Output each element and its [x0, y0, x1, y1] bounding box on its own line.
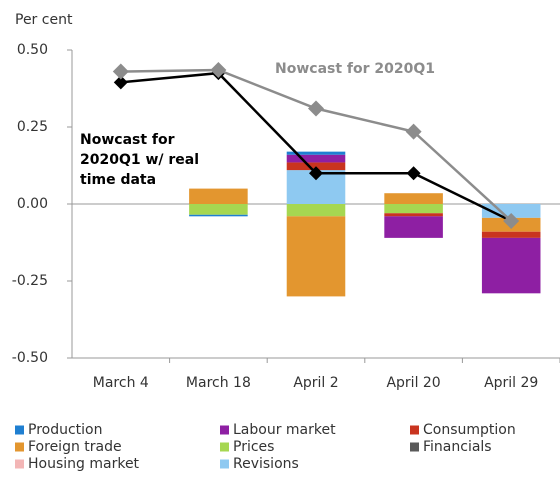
legend-swatch — [220, 442, 229, 452]
bar-segment — [384, 204, 443, 214]
y-tick-label: -0.25 — [12, 273, 48, 289]
bar-segment — [384, 216, 443, 238]
bar-segment — [286, 204, 346, 217]
line-marker — [113, 75, 128, 90]
line-marker — [406, 166, 421, 181]
line-marker — [308, 100, 324, 117]
legend-label: Consumption — [423, 422, 516, 438]
y-tick-label: 0.50 — [17, 42, 48, 58]
line-marker — [112, 63, 129, 80]
legend-label: Revisions — [233, 456, 299, 472]
legend-swatch — [220, 459, 229, 469]
bar-segment — [189, 214, 248, 217]
y-tick-label: 0.00 — [17, 196, 48, 212]
line-marker — [210, 62, 227, 79]
bar-segment — [286, 216, 346, 297]
legend-label: Financials — [423, 439, 492, 455]
bar-segment — [481, 231, 541, 238]
bar-segment — [189, 188, 248, 204]
x-tick-label: March 18 — [186, 375, 251, 391]
line-label: Nowcast for 2020Q1 w/ real time data — [80, 132, 200, 188]
bar-segment — [384, 193, 443, 204]
bar-segment — [481, 237, 541, 294]
legend-swatch — [220, 425, 229, 435]
x-tick-label: April 29 — [484, 375, 538, 391]
bar-segment — [286, 151, 346, 155]
line-marker — [309, 166, 323, 181]
x-tick-label: March 4 — [93, 375, 149, 391]
legend-swatch — [410, 425, 419, 435]
legend-swatch — [15, 425, 24, 435]
bar-segment — [189, 204, 248, 215]
legend-swatch — [15, 459, 24, 469]
legend-label: Prices — [233, 439, 274, 455]
line-marker — [503, 212, 520, 229]
x-tick-label: April 2 — [293, 375, 338, 391]
legend-label: Foreign trade — [28, 439, 122, 455]
y-axis-label: Per cent — [15, 12, 73, 28]
line-marker — [405, 123, 422, 140]
legend-label: Housing market — [28, 456, 140, 472]
bar-segment — [286, 154, 346, 163]
legend-label: Production — [28, 422, 102, 438]
bar-segment — [384, 213, 443, 217]
legend-swatch — [410, 442, 419, 452]
line-label: Nowcast for 2020Q1 — [275, 61, 435, 77]
legend-label: Labour market — [233, 422, 336, 438]
x-tick-label: April 20 — [386, 375, 440, 391]
y-tick-label: -0.50 — [12, 350, 48, 366]
y-tick-label: 0.25 — [17, 119, 48, 135]
legend-swatch — [15, 442, 24, 452]
